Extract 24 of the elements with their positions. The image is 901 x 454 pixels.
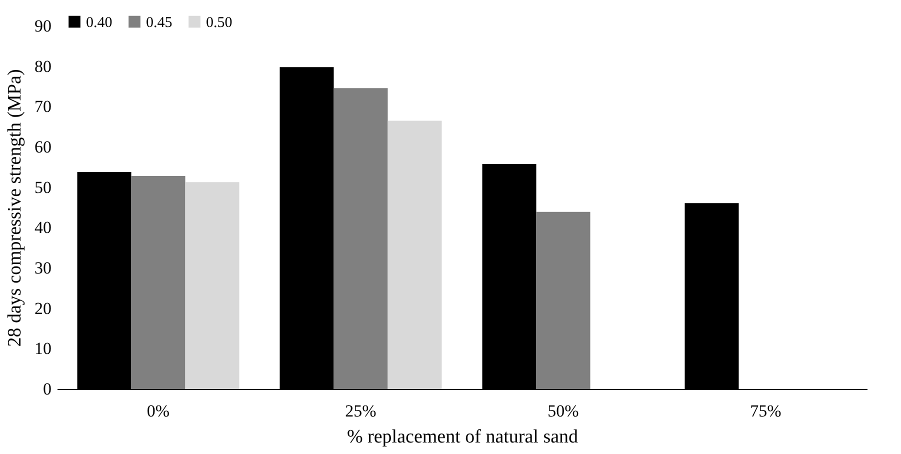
- x-tick-label: 75%: [750, 402, 782, 420]
- legend-label: 0.50: [206, 14, 232, 31]
- y-tick-label: 0: [43, 380, 52, 398]
- legend-label: 0.40: [86, 14, 112, 31]
- y-tick-label: 20: [34, 298, 52, 318]
- y-tick-label: 70: [34, 97, 52, 116]
- y-tick-label: 30: [34, 258, 52, 278]
- y-tick-label: 40: [34, 218, 52, 238]
- x-axis-title: % replacement of natural sand: [346, 426, 579, 448]
- bar: [536, 212, 590, 389]
- legend-label: 0.45: [146, 14, 172, 31]
- y-tick-label: 50: [34, 178, 52, 197]
- x-tick-label: 25%: [345, 402, 376, 420]
- bar: [185, 182, 240, 389]
- bar: [388, 120, 442, 389]
- bar: [131, 176, 186, 389]
- bar: [334, 88, 388, 389]
- y-tick-label: 10: [34, 339, 52, 358]
- y-axis-title: 28 days compressive strength (MPa): [4, 69, 26, 347]
- y-tick-label: 60: [34, 138, 52, 156]
- x-tick-label: 50%: [548, 402, 579, 420]
- y-tick-label: 80: [34, 56, 52, 76]
- x-tick-label: 0%: [146, 402, 170, 420]
- y-tick-label: 90: [34, 16, 52, 36]
